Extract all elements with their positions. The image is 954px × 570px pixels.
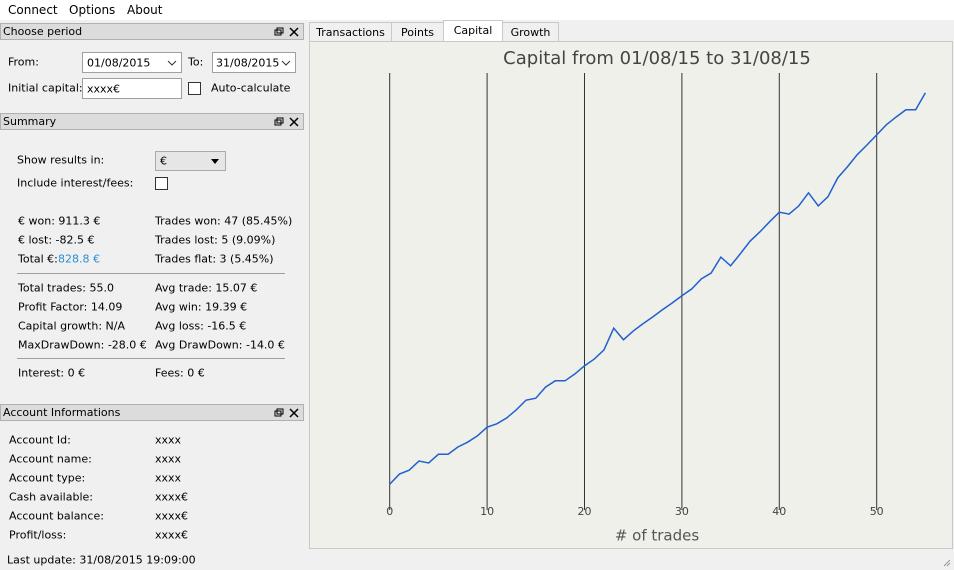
- x-tick-label: 40: [772, 505, 786, 518]
- menu-item[interactable]: About: [127, 3, 163, 17]
- account-label: Cash available:: [9, 490, 93, 504]
- x-tick-label: 30: [675, 505, 689, 518]
- account-value: xxxx€: [155, 509, 189, 523]
- account-label: Account name:: [9, 452, 92, 466]
- stat: Total trades: 55.0: [18, 281, 114, 295]
- input-value: xxxx€: [87, 82, 121, 96]
- stat: Fees: 0 €: [155, 366, 205, 380]
- menu-item[interactable]: Options: [69, 3, 116, 17]
- x-axis-label: # of trades: [615, 527, 700, 545]
- stat: Capital growth: N/A: [18, 319, 126, 333]
- checkbox[interactable]: [188, 82, 201, 95]
- combobox[interactable]: 31/08/2015: [212, 52, 296, 73]
- tab-panel: Capital from 01/08/15 to 31/08/15 # of t…: [309, 41, 953, 549]
- chart: Capital from 01/08/15 to 31/08/15 # of t…: [386, 48, 927, 545]
- tab[interactable]: Growth: [502, 22, 559, 41]
- stat: Profit Factor: 14.09: [18, 300, 123, 314]
- x-tick-label: 20: [577, 505, 591, 518]
- stat-value: 828.8 €: [58, 252, 100, 266]
- stat: Avg DrawDown: -14.0 €: [155, 338, 285, 352]
- x-tick-label: 50: [870, 505, 884, 518]
- dock-buttons[interactable]: [273, 408, 299, 418]
- stat: Avg win: 19.39 €: [155, 300, 248, 314]
- combobox[interactable]: €: [155, 151, 226, 171]
- panel-title: Account Informations: [3, 406, 121, 419]
- dock-buttons[interactable]: [273, 27, 299, 37]
- stat: € lost: -82.5 €: [18, 233, 95, 247]
- label: To:: [188, 55, 204, 69]
- size-grip[interactable]: [943, 559, 951, 567]
- account-label: Account type:: [9, 471, 86, 485]
- checkbox[interactable]: [155, 177, 168, 190]
- menu-bar: Connect Options About: [0, 0, 954, 20]
- account-label: Account Id:: [9, 433, 71, 447]
- dropdown-arrow: [281, 60, 291, 66]
- panel-header: Summary: [0, 113, 304, 130]
- account-label: Account balance:: [9, 509, 104, 523]
- tab[interactable]: Transactions: [309, 22, 392, 41]
- label: Initial capital:: [8, 81, 83, 95]
- stat: Avg trade: 15.07 €: [155, 281, 258, 295]
- tab[interactable]: Points: [391, 22, 444, 41]
- menu-item[interactable]: Connect: [8, 3, 58, 17]
- stat: Interest: 0 €: [18, 366, 86, 380]
- x-tick-label: 10: [480, 505, 494, 518]
- panel-title: Choose period: [3, 25, 83, 38]
- dropdown-arrow: [211, 159, 219, 164]
- panel-header: Choose period: [0, 23, 304, 40]
- account-value: xxxx: [155, 452, 182, 466]
- separator: [17, 273, 285, 274]
- stat: Trades won: 47 (85.45%): [155, 214, 293, 228]
- tab[interactable]: Capital: [443, 20, 503, 42]
- stat: MaxDrawDown: -28.0 €: [18, 338, 147, 352]
- label: Include interest/fees:: [17, 176, 134, 190]
- stat: Trades lost: 5 (9.09%): [155, 233, 276, 247]
- account-value: xxxx€: [155, 528, 189, 542]
- account-label: Profit/loss:: [9, 528, 67, 542]
- account-value: xxxx: [155, 433, 182, 447]
- combobox-value: 31/08/2015: [216, 56, 280, 70]
- x-tick-label: 0: [386, 505, 393, 518]
- label: Auto-calculate: [211, 81, 291, 95]
- dropdown-arrow: [167, 60, 177, 66]
- dock-buttons[interactable]: [273, 117, 299, 127]
- text-input[interactable]: xxxx€: [82, 78, 182, 99]
- data-line: [389, 92, 927, 485]
- stat: Avg loss: -16.5 €: [155, 319, 247, 333]
- account-value: xxxx: [155, 471, 182, 485]
- chart-title: Capital from 01/08/15 to 31/08/15: [503, 48, 811, 69]
- separator: [17, 358, 285, 359]
- combobox[interactable]: 01/08/2015: [82, 52, 182, 73]
- combobox-value: 01/08/2015: [87, 56, 151, 70]
- combobox-value: €: [160, 154, 167, 168]
- status-text: Last update: 31/08/2015 19:09:00: [7, 553, 196, 567]
- stat-label: Total €:: [18, 252, 58, 266]
- account-value: xxxx€: [155, 490, 189, 504]
- label: Show results in:: [17, 153, 105, 167]
- label: From:: [8, 55, 39, 69]
- stat: € won: 911.3 €: [18, 214, 101, 228]
- panel-header: Account Informations: [0, 404, 304, 421]
- panel-title: Summary: [3, 115, 57, 128]
- stat: Trades flat: 3 (5.45%): [155, 252, 274, 266]
